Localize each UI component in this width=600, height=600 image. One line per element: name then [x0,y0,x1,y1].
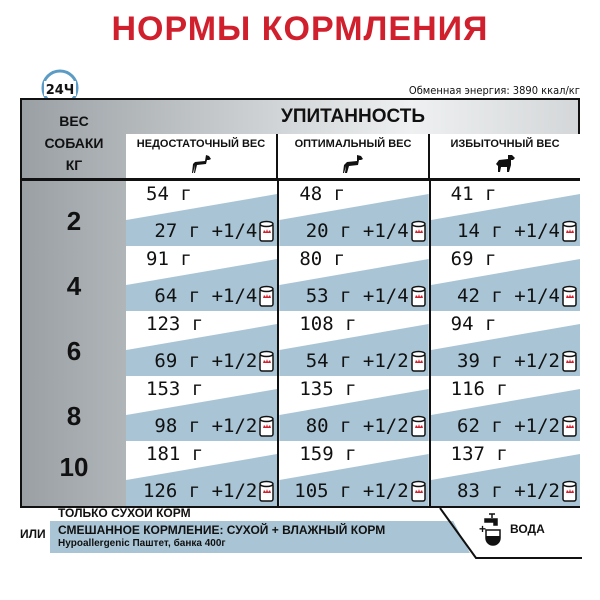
weight-value: 2 [66,206,82,236]
mixed-amount: 20 г +1/4 [305,220,409,242]
dry-amount: 153 г [146,378,204,400]
mixed-amount: 62 г +1/2 [457,415,560,437]
page-title: НОРМЫ КОРМЛЕНИЯ [111,10,489,48]
can-icon [562,480,577,502]
water-box [439,507,582,559]
mixed-amount: 80 г +1/2 [305,415,409,437]
table-cell: 108 г 54 г +1/2 [277,311,429,376]
can-icon [562,285,577,307]
column-label: ИЗБЫТОЧНЫЙ ВЕС [450,138,560,150]
legend-product: Hypoallergenic Паштет, банка 400г [58,538,226,549]
legend-mixed: СМЕШАННОЕ КОРМЛЕНИЕ: СУХОЙ + ВЛАЖНЫЙ КОР… [58,523,386,537]
column-header: НЕДОСТАТОЧНЫЙ ВЕС [126,134,276,178]
table-cell: 137 г 83 г +1/2 [428,441,580,506]
column-header: ИЗБЫТОЧНЫЙ ВЕС [428,134,580,178]
mixed-amount: 98 г +1/2 [154,415,258,437]
feeding-grid: 54 г 27 г +1/4 48 г 20 г +1/4 41 г 14 г … [126,181,580,506]
dry-amount: 69 г [450,248,497,270]
dry-amount: 80 г [299,248,346,270]
can-icon [410,480,426,502]
mixed-amount: 105 г +1/2 [294,480,409,502]
dry-amount: 137 г [450,443,508,465]
table-cell: 41 г 14 г +1/4 [428,181,580,246]
column-headers: НЕДОСТАТОЧНЫЙ ВЕС ОПТИМАЛЬНЫЙ ВЕС ИЗБЫТО… [126,134,580,178]
dry-amount: 123 г [146,313,204,335]
mixed-amount: 42 г +1/4 [457,285,560,307]
table-cell: 135 г 80 г +1/2 [277,376,429,441]
column-label: НЕДОСТАТОЧНЫЙ ВЕС [136,138,266,150]
dry-amount: 181 г [146,443,204,465]
weight-label-line: ВЕС [59,113,89,129]
weight-value: 4 [66,271,82,301]
energy-text: Обменная энергия: 3890 ккал/кг [408,84,580,97]
weight-label: ВЕС СОБАКИ КГ [22,110,126,176]
can-icon [562,415,577,437]
dry-amount: 94 г [450,313,497,335]
can-icon [410,220,426,242]
can-icon [259,350,275,372]
clock-label: 24Ч [46,83,75,98]
weight-value: 6 [66,336,82,366]
table-cell: 80 г 53 г +1/4 [277,246,429,311]
dry-amount: 54 г [146,183,192,205]
dry-amount: 116 г [450,378,508,400]
dry-amount: 159 г [299,443,357,465]
header-divider [22,178,580,181]
can-icon [562,350,577,372]
table-cell: 48 г 20 г +1/4 [277,181,429,246]
dry-amount: 41 г [450,183,497,205]
mixed-band [50,521,470,553]
mixed-amount: 53 г +1/4 [305,285,409,307]
can-icon [410,285,426,307]
legend-water: ВОДА [510,522,545,536]
can-icon [259,415,275,437]
legend-dry-only: ТОЛЬКО СУХОЙ КОРМ [58,506,191,520]
weight-value: 10 [59,452,89,482]
fat-dog-icon [496,155,515,172]
weight-label-line: СОБАКИ [44,135,104,151]
dry-amount: 48 г [299,183,346,205]
mixed-amount: 27 г +1/4 [154,220,258,242]
mixed-amount: 69 г +1/2 [154,350,258,372]
can-icon [410,350,426,372]
can-icon [259,285,275,307]
thin-dog-icon [192,155,211,173]
mixed-amount: 126 г +1/2 [142,480,258,502]
mixed-amount: 83 г +1/2 [457,480,560,502]
can-icon [410,415,426,437]
table-cell: 69 г 42 г +1/4 [428,246,580,311]
mixed-amount: 54 г +1/2 [305,350,409,372]
column-header: ОПТИМАЛЬНЫЙ ВЕС [276,134,428,178]
dry-amount: 135 г [299,378,357,400]
feeding-table: УПИТАННОСТЬ ВЕС СОБАКИ КГ НЕДОСТАТОЧНЫЙ … [20,98,580,508]
table-cell: 116 г 62 г +1/2 [428,376,580,441]
dry-amount: 91 г [146,248,192,270]
table-cell: 123 г 69 г +1/2 [126,311,278,376]
plus-sign: + [479,522,487,536]
table-cell: 91 г 64 г +1/4 [126,246,278,311]
table-cell: 153 г 98 г +1/2 [126,376,278,441]
water-tap-icon [484,513,501,546]
table-header: УПИТАННОСТЬ [281,106,425,127]
column-label: ОПТИМАЛЬНЫЙ ВЕС [294,138,412,150]
can-icon [562,220,577,242]
mixed-amount: 14 г +1/4 [457,220,560,242]
weight-label-line: КГ [65,157,83,173]
legend-or: ИЛИ [20,527,46,541]
table-cell: 54 г 27 г +1/4 [126,181,278,246]
weight-value: 8 [66,401,82,431]
table-cell: 159 г 105 г +1/2 [277,441,429,506]
can-icon [259,480,275,502]
mixed-amount: 64 г +1/4 [154,285,258,307]
table-cell: 94 г 39 г +1/2 [428,311,580,376]
normal-dog-icon [343,155,363,173]
mixed-amount: 39 г +1/2 [457,350,560,372]
can-icon [259,220,275,242]
dry-amount: 108 г [299,313,357,335]
table-cell: 181 г 126 г +1/2 [126,441,278,506]
